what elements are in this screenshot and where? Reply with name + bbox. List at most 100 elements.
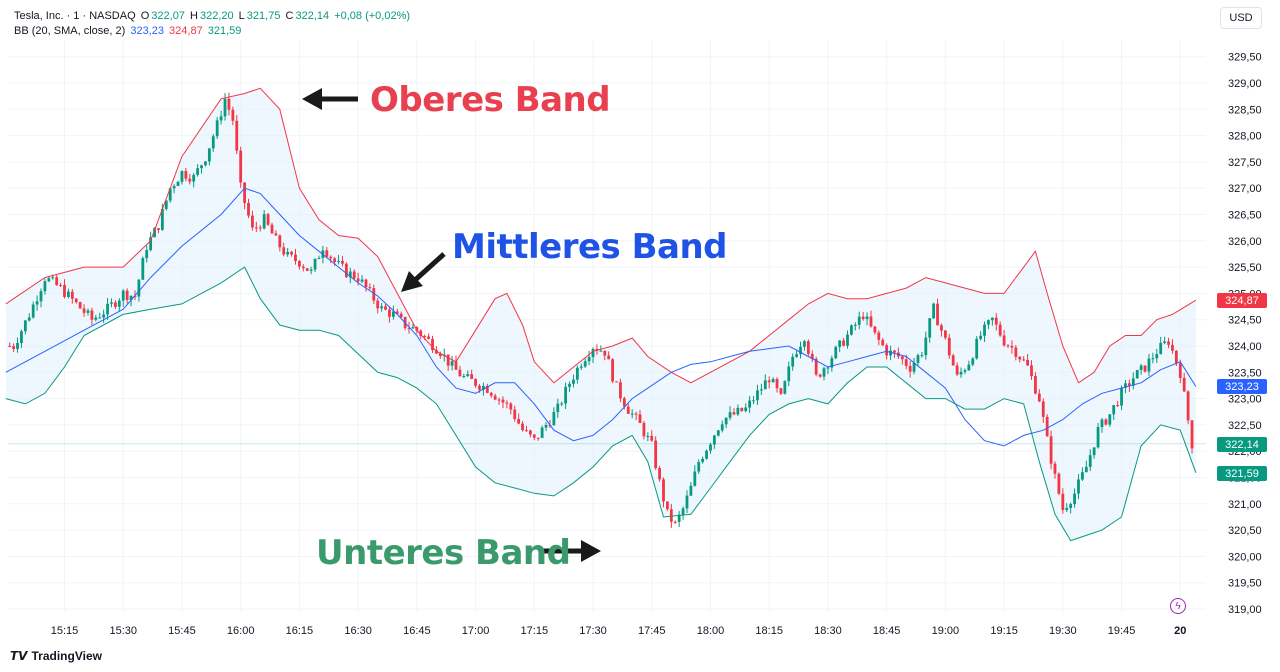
- candle-body: [881, 339, 885, 346]
- arrow-middle: [401, 252, 446, 292]
- ohlc-legend: Tesla, Inc. · 1 · NASDAQ O 322,07 H 322,20…: [14, 10, 412, 22]
- candle-body: [1088, 455, 1092, 467]
- candle-body: [865, 316, 869, 320]
- price-tick-label: 322,50: [1228, 420, 1262, 432]
- open-label: O: [140, 10, 150, 22]
- candle-body: [176, 181, 180, 187]
- lightning-icon[interactable]: ϟ: [1170, 598, 1186, 614]
- candle-body: [1139, 365, 1143, 371]
- arrow-upper: [302, 88, 358, 110]
- candle-body: [1127, 383, 1131, 386]
- candle-body: [748, 400, 752, 408]
- candle-body: [164, 200, 168, 209]
- candle-body: [540, 427, 544, 438]
- candle-body: [759, 389, 763, 391]
- candle-body: [470, 374, 474, 379]
- candle-body: [1186, 391, 1190, 421]
- candle-body: [227, 98, 231, 110]
- brand-label: TradingView: [31, 649, 102, 663]
- candle-body: [822, 368, 826, 377]
- candle-body: [951, 355, 955, 366]
- arrow-lower: [542, 540, 601, 562]
- candle-body: [411, 327, 415, 329]
- candle-body: [145, 250, 149, 259]
- tradingview-brand[interactable]: 𝙏𝙑 TradingView: [10, 649, 102, 663]
- candle-body: [219, 116, 223, 121]
- candle-body: [716, 430, 720, 436]
- price-tick-label: 319,50: [1228, 578, 1262, 590]
- candle-body: [1077, 479, 1080, 494]
- candle-body: [767, 380, 771, 383]
- indicator-legend[interactable]: BB (20, SMA, close, 2) 323,23 324,87 321…: [14, 25, 243, 37]
- candle-body: [325, 250, 329, 257]
- candle-body: [1037, 393, 1041, 402]
- candle-body: [889, 350, 892, 356]
- lower-band-price-tag: 321,59: [1217, 466, 1267, 481]
- candle-body: [943, 330, 947, 338]
- candle-body: [438, 353, 442, 357]
- price-tick-label: 323,50: [1228, 367, 1262, 379]
- indicator-name[interactable]: BB (20, SMA, close, 2): [14, 25, 126, 37]
- candle-body: [254, 227, 258, 229]
- candle-body: [1045, 416, 1049, 437]
- candle-body: [650, 435, 654, 441]
- candle-body: [82, 308, 86, 313]
- time-tick-label: 17:45: [638, 625, 666, 637]
- candle-body: [932, 303, 936, 319]
- candle-body: [157, 228, 160, 230]
- candle-body: [525, 430, 528, 432]
- candle-body: [43, 281, 47, 292]
- close-value: 322,14: [295, 10, 330, 22]
- symbol-label[interactable]: Tesla, Inc. · 1 · NASDAQ: [14, 10, 136, 22]
- candle-body: [564, 386, 568, 404]
- currency-button[interactable]: USD: [1220, 7, 1262, 29]
- close-label: C: [285, 10, 294, 22]
- candle-body: [489, 392, 493, 396]
- candle-body: [787, 366, 791, 382]
- candle-body: [360, 279, 364, 282]
- candle-body: [705, 450, 708, 459]
- candle-body: [207, 148, 211, 162]
- candle-body: [113, 302, 117, 307]
- price-tick-label: 327,00: [1228, 183, 1262, 195]
- candle-body: [215, 120, 219, 137]
- candle-body: [1030, 365, 1033, 377]
- candle-body: [454, 361, 458, 370]
- candle-body: [666, 501, 669, 510]
- candle-body: [732, 412, 736, 415]
- candle-body: [348, 271, 352, 278]
- band-fill-area: [5, 88, 1196, 541]
- chart-grid: [8, 40, 1206, 612]
- candle-body: [211, 136, 215, 149]
- candle-body: [517, 418, 521, 424]
- candle-body: [779, 388, 783, 394]
- middle-band-price-tag: 323,23: [1217, 379, 1267, 394]
- candle-body: [693, 471, 697, 486]
- candle-body: [1084, 466, 1088, 473]
- candle-body: [31, 304, 35, 318]
- candle-body: [669, 509, 673, 522]
- candle-body: [971, 358, 975, 365]
- candle-body: [8, 346, 12, 347]
- candle-body: [1010, 345, 1014, 348]
- candle-body: [987, 320, 990, 325]
- price-tick-label: 326,50: [1228, 210, 1262, 222]
- annotation-arrows: [302, 88, 601, 562]
- candle-body: [329, 256, 333, 259]
- candle-body: [1065, 507, 1069, 510]
- candle-body: [129, 295, 133, 300]
- candle-body: [658, 468, 661, 480]
- candle-body: [458, 369, 462, 377]
- candle-body: [936, 303, 939, 326]
- candle-body: [607, 355, 611, 360]
- candle-body: [900, 356, 904, 360]
- candle-body: [904, 359, 908, 366]
- candle-body: [399, 313, 403, 317]
- price-tick-label: 329,50: [1228, 52, 1262, 64]
- high-value: 322,20: [199, 10, 234, 22]
- change-value: +0,08 (+0,02%): [334, 10, 411, 22]
- candle-body: [204, 161, 207, 166]
- candle-body: [509, 403, 513, 410]
- candle-body: [1041, 401, 1045, 417]
